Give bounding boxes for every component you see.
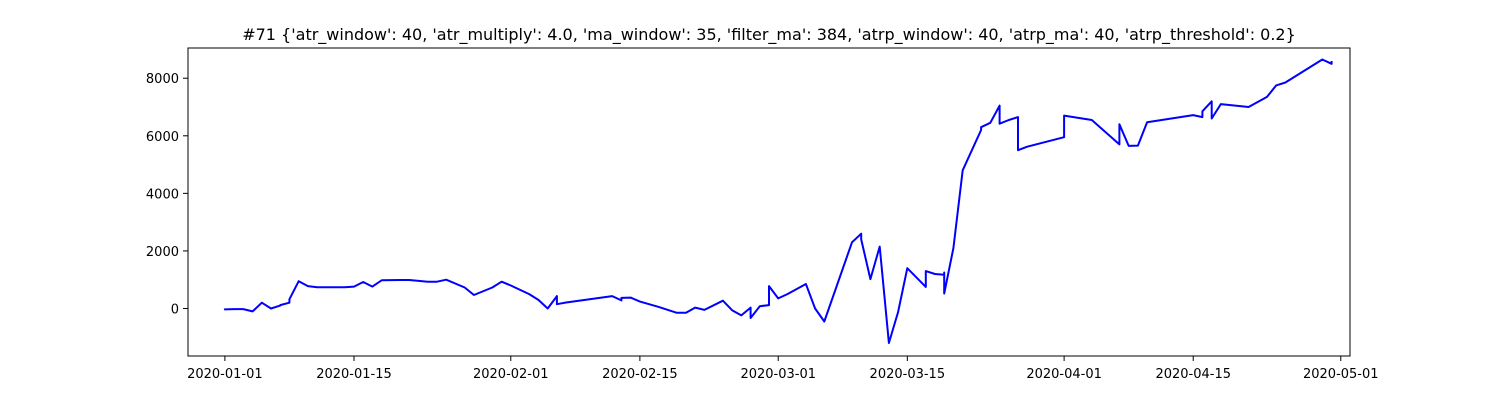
x-tick-label: 2020-01-01: [187, 367, 263, 382]
x-tick-label: 2020-03-15: [870, 367, 946, 382]
y-tick-label: 4000: [146, 187, 179, 202]
x-tick-label: 2020-05-01: [1303, 367, 1379, 382]
x-tick-label: 2020-02-15: [602, 367, 678, 382]
x-axis: 2020-01-01 2020-01-15 2020-02-01 2020-02-15…: [187, 356, 1379, 382]
chart-title: #71 {'atr_window': 40, 'atr_multiply': 4…: [242, 25, 1296, 45]
y-axis: 0 2000 4000 6000 8000: [146, 72, 188, 318]
y-tick-label: 2000: [146, 245, 179, 260]
x-tick-label: 2020-01-15: [316, 367, 392, 382]
plot-area-frame: [187, 47, 1351, 357]
x-tick-label: 2020-04-01: [1026, 367, 1102, 382]
x-tick-label: 2020-04-15: [1155, 367, 1231, 382]
y-tick-label: 0: [171, 303, 179, 318]
x-tick-label: 2020-03-01: [740, 367, 816, 382]
y-tick-label: 8000: [146, 72, 179, 87]
x-tick-label: 2020-02-01: [473, 367, 549, 382]
equity-series-line: [223, 58, 1333, 344]
y-tick-label: 6000: [146, 130, 179, 145]
